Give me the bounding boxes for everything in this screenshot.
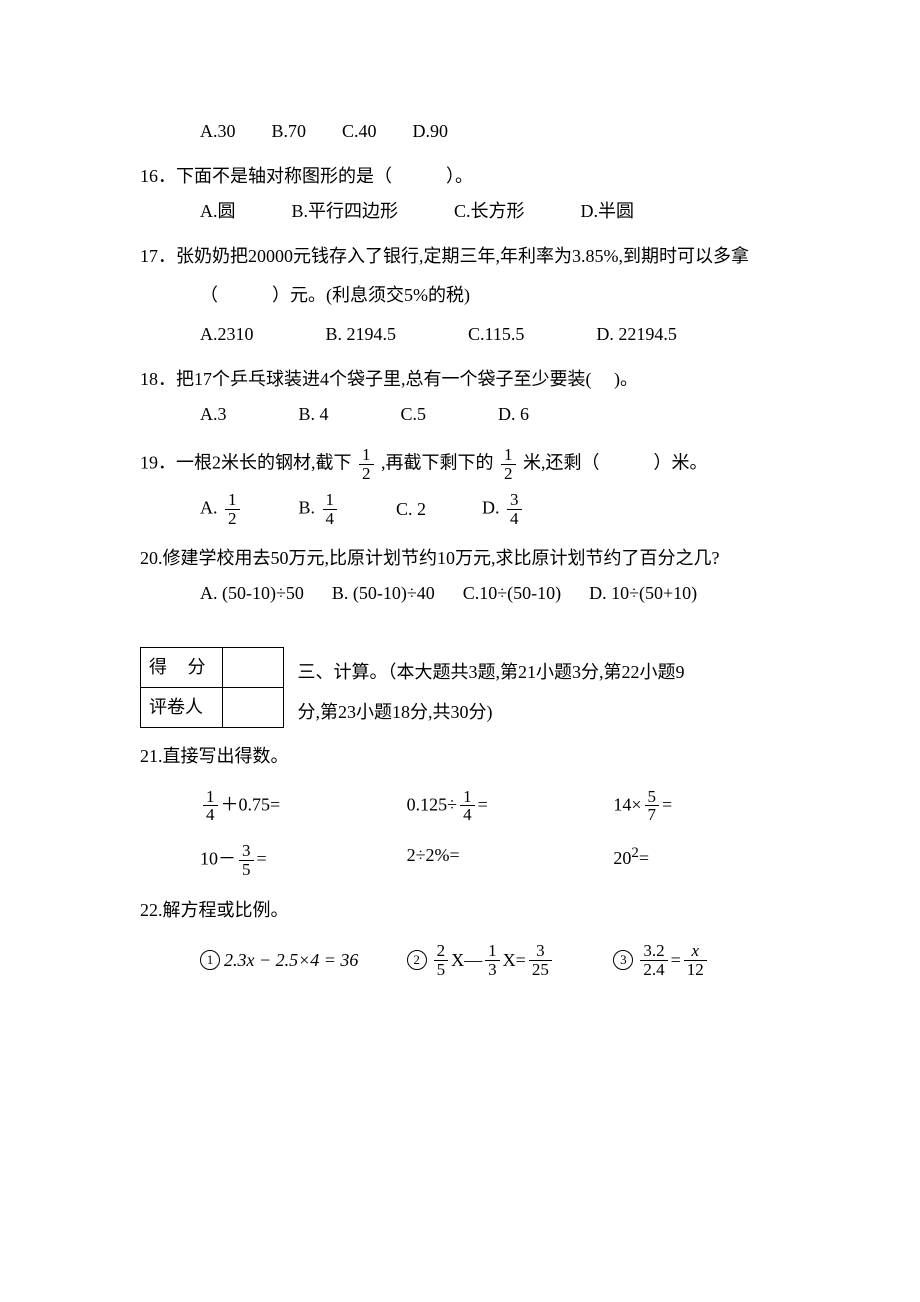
q20-opt-b: B. (50-10)÷40 [332, 580, 435, 607]
q20-opt-c: C.10÷(50-10) [463, 580, 561, 607]
q21-row2: 10－35= 2÷2%= 202= [200, 842, 820, 879]
q17-opt-a: A.2310 [200, 321, 254, 348]
q17-opt-b: B. 2194.5 [326, 321, 397, 348]
circle-3-icon: 3 [613, 950, 633, 970]
exam-page: A.30 B.70 C.40 D.90 16．下面不是轴对称图形的是（ ）。 A… [0, 0, 920, 1057]
q22-eq3: 3 3.22.4 = x12 [613, 942, 820, 979]
score-table: 得 分 评卷人 [140, 647, 284, 728]
section3-title: 三、计算。（本大题共3题,第21小题3分,第22小题9 分,第23小题18分,共… [298, 647, 821, 732]
q15-options: A.30 B.70 C.40 D.90 [140, 118, 820, 145]
score-value [222, 648, 283, 688]
q18-text: 把17个乒乓球装进4个袋子里,总有一个袋子至少要装( )。 [176, 369, 638, 389]
q19-opt-d: D. 34 [482, 491, 525, 528]
q21-r2c2: 2÷2%= [407, 842, 614, 879]
q20-num: 20. [140, 548, 163, 568]
q20-opt-d: D. 10÷(50+10) [589, 580, 697, 607]
q18-options: A.3 B. 4 C.5 D. 6 [140, 401, 820, 428]
q15-opt-b: B.70 [272, 118, 307, 145]
q15-opt-a: A.30 [200, 118, 236, 145]
score-label: 得 分 [141, 648, 223, 688]
q19-frac2: 12 [501, 446, 516, 483]
q17-options: A.2310 B. 2194.5 C.115.5 D. 22194.5 [140, 321, 820, 348]
q16-opt-a: A.圆 [200, 198, 236, 225]
q19-t1: 一根2米长的钢材,截下 [176, 452, 352, 472]
q18-opt-c: C.5 [401, 401, 427, 428]
q16-num: 16． [140, 166, 176, 186]
q21-r1c3: 14×57= [613, 788, 820, 825]
grader-value [222, 688, 283, 728]
q21-r2c3: 202= [613, 842, 820, 879]
q18-num: 18． [140, 369, 176, 389]
q22-equations: 1 2.3x − 2.5×4 = 36 2 25X— 13X= 325 3 3.… [200, 942, 820, 979]
grader-label: 评卷人 [141, 688, 223, 728]
q16: 16．下面不是轴对称图形的是（ ）。 [140, 163, 820, 190]
q19-frac1: 12 [359, 446, 374, 483]
q17-opt-d: D. 22194.5 [596, 321, 677, 348]
q20-options: A. (50-10)÷50 B. (50-10)÷40 C.10÷(50-10)… [140, 580, 820, 607]
circle-1-icon: 1 [200, 950, 220, 970]
q21-r2c1: 10－35= [200, 842, 407, 879]
q17-line1: 张奶奶把20000元钱存入了银行,定期三年,年利率为3.85%,到期时可以多拿 [176, 246, 749, 266]
q20: 20.修建学校用去50万元,比原计划节约10万元,求比原计划节约了百分之几? [140, 545, 820, 572]
q16-opt-d: D.半圆 [581, 198, 635, 225]
q17-opt-c: C.115.5 [468, 321, 524, 348]
q19-opt-b: B. 14 [299, 491, 341, 528]
q21-row1: 14＋0.75= 0.125÷14= 14×57= [200, 788, 820, 825]
q19-t3: 米,还剩（ ）米。 [523, 452, 708, 472]
q16-text: 下面不是轴对称图形的是（ ）。 [176, 166, 473, 186]
q21-r1c1: 14＋0.75= [200, 788, 407, 825]
q17-line2: （ ）元。(利息须交5%的税) [140, 282, 820, 309]
q21-r1c2: 0.125÷14= [407, 788, 614, 825]
q16-opt-c: C.长方形 [454, 198, 525, 225]
q19-opt-c: C. 2 [396, 496, 426, 523]
q22-label: 22.解方程或比例。 [140, 897, 820, 924]
q16-options: A.圆 B.平行四边形 C.长方形 D.半圆 [140, 198, 820, 225]
q22-eq1: 1 2.3x − 2.5×4 = 36 [200, 947, 407, 974]
q17-num: 17． [140, 246, 176, 266]
q18-opt-a: A.3 [200, 401, 227, 428]
q19: 19．一根2米长的钢材,截下 12 ,再截下剩下的 12 米,还剩（ ）米。 [140, 446, 820, 483]
q18: 18．把17个乒乓球装进4个袋子里,总有一个袋子至少要装( )。 [140, 366, 820, 393]
q20-opt-a: A. (50-10)÷50 [200, 580, 304, 607]
q18-opt-d: D. 6 [498, 401, 529, 428]
q22-eq2: 2 25X— 13X= 325 [407, 942, 614, 979]
q15-opt-c: C.40 [342, 118, 377, 145]
q19-opt-a: A. 12 [200, 491, 243, 528]
q18-opt-b: B. 4 [299, 401, 329, 428]
q19-options: A. 12 B. 14 C. 2 D. 34 [140, 491, 820, 528]
q19-t2: ,再截下剩下的 [381, 452, 494, 472]
q20-text: 修建学校用去50万元,比原计划节约10万元,求比原计划节约了百分之几? [163, 548, 720, 568]
section3-header: 得 分 评卷人 三、计算。（本大题共3题,第21小题3分,第22小题9 分,第2… [140, 647, 820, 732]
q19-num: 19． [140, 452, 176, 472]
q17: 17．张奶奶把20000元钱存入了银行,定期三年,年利率为3.85%,到期时可以… [140, 243, 820, 270]
q15-opt-d: D.90 [413, 118, 449, 145]
q16-opt-b: B.平行四边形 [292, 198, 399, 225]
circle-2-icon: 2 [407, 950, 427, 970]
q21-label: 21.直接写出得数。 [140, 743, 820, 770]
